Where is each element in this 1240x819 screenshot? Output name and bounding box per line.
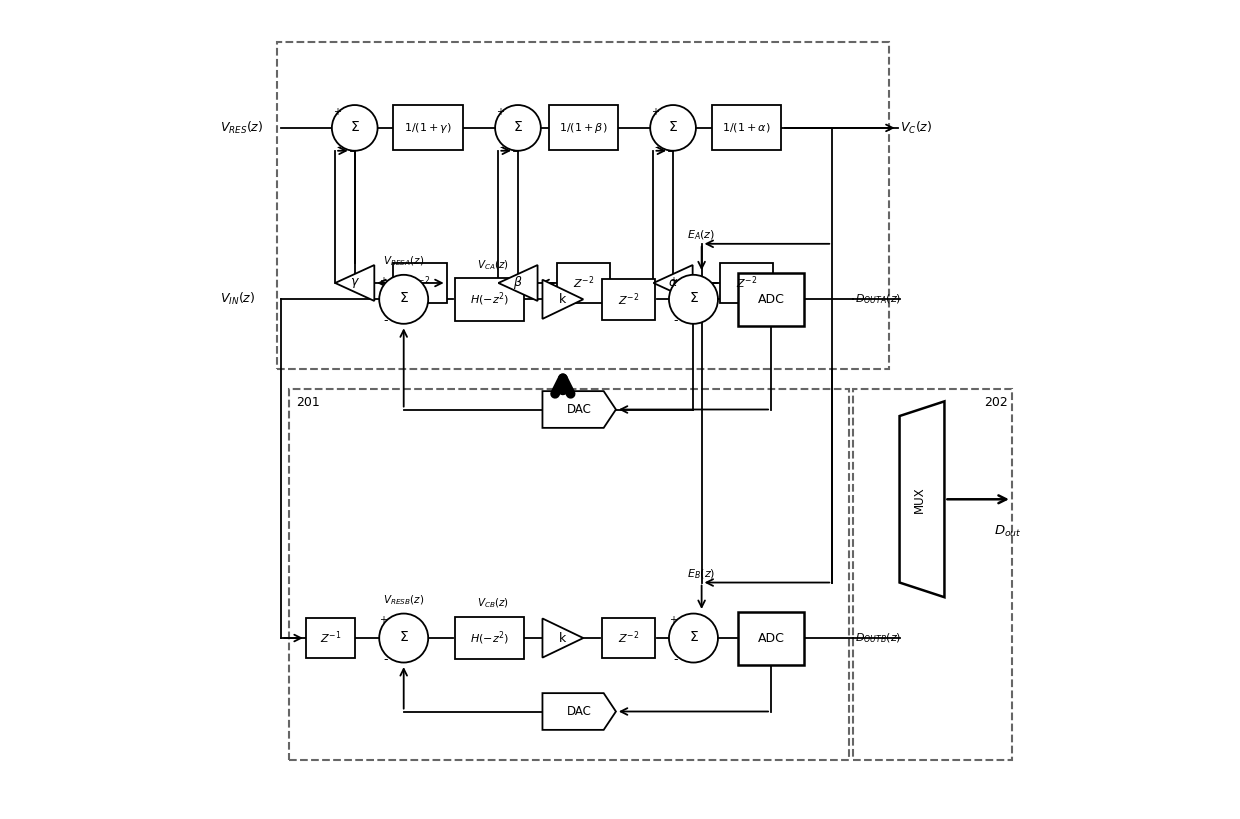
Bar <box>455 278 525 320</box>
Text: $\Sigma$: $\Sigma$ <box>668 120 678 134</box>
Text: +: + <box>379 276 387 287</box>
Text: $V_{RESA}(z)$: $V_{RESA}(z)$ <box>383 255 424 269</box>
Text: +: + <box>379 615 387 625</box>
Text: $\Sigma$: $\Sigma$ <box>688 631 698 645</box>
Text: $V_{RES}(z)$: $V_{RES}(z)$ <box>219 120 263 136</box>
Bar <box>393 263 446 303</box>
Text: ADC: ADC <box>758 631 785 645</box>
Text: +: + <box>496 106 503 116</box>
Bar <box>557 263 610 303</box>
Bar <box>289 389 848 761</box>
Text: +: + <box>332 106 341 116</box>
Text: $1/(1+\gamma)$: $1/(1+\gamma)$ <box>404 121 453 135</box>
Text: -: - <box>673 314 678 327</box>
Text: -: - <box>673 653 678 666</box>
Text: $Z^{-2}$: $Z^{-2}$ <box>735 274 758 292</box>
Polygon shape <box>653 265 693 301</box>
Text: $V_{CA}(z)$: $V_{CA}(z)$ <box>477 258 510 272</box>
Bar <box>393 106 463 151</box>
Text: -: - <box>383 314 388 327</box>
Text: $H(-z^2)$: $H(-z^2)$ <box>470 629 508 647</box>
Text: -: - <box>655 141 658 154</box>
Text: k: k <box>559 293 567 305</box>
Text: ADC: ADC <box>758 293 785 305</box>
Text: $Z^{-1}$: $Z^{-1}$ <box>320 630 341 646</box>
Circle shape <box>650 105 696 151</box>
Polygon shape <box>335 265 374 301</box>
Text: $E_B(z)$: $E_B(z)$ <box>687 568 715 581</box>
Circle shape <box>668 613 718 663</box>
Text: $\Sigma$: $\Sigma$ <box>688 292 698 305</box>
Text: $Z^{-2}$: $Z^{-2}$ <box>409 274 430 292</box>
Circle shape <box>332 105 378 151</box>
Text: k: k <box>559 631 567 645</box>
Bar <box>738 273 804 326</box>
Text: DAC: DAC <box>567 705 591 718</box>
Text: 201: 201 <box>296 396 320 409</box>
Bar <box>720 263 773 303</box>
Text: $1/(1+\beta)$: $1/(1+\beta)$ <box>559 121 608 135</box>
Polygon shape <box>542 693 616 730</box>
Polygon shape <box>542 280 583 319</box>
Bar <box>712 106 781 151</box>
Bar <box>738 612 804 664</box>
Text: $\beta$: $\beta$ <box>513 274 523 292</box>
Bar <box>601 279 655 319</box>
Polygon shape <box>899 401 945 597</box>
Bar <box>306 618 355 658</box>
Text: $1/(1+\alpha)$: $1/(1+\alpha)$ <box>722 121 771 134</box>
Bar <box>278 43 889 369</box>
Text: $D_{out}$: $D_{out}$ <box>994 524 1022 539</box>
Text: $V_{IN}(z)$: $V_{IN}(z)$ <box>219 292 255 307</box>
Text: $D_{OUTB}(z)$: $D_{OUTB}(z)$ <box>856 631 901 645</box>
Text: MUX: MUX <box>913 486 926 513</box>
Text: -: - <box>383 653 388 666</box>
Circle shape <box>495 105 541 151</box>
Polygon shape <box>542 391 616 428</box>
Polygon shape <box>498 265 538 301</box>
Polygon shape <box>542 618 583 658</box>
Text: $Z^{-2}$: $Z^{-2}$ <box>573 274 594 292</box>
Text: $V_{RESB}(z)$: $V_{RESB}(z)$ <box>383 594 424 607</box>
Text: $Z^{-2}$: $Z^{-2}$ <box>618 291 639 308</box>
Text: 202: 202 <box>985 396 1008 409</box>
Text: $\alpha$: $\alpha$ <box>668 277 678 289</box>
Text: +: + <box>670 615 677 625</box>
Text: $\Sigma$: $\Sigma$ <box>399 292 409 305</box>
Text: $\gamma$: $\gamma$ <box>350 276 360 290</box>
Text: $\Sigma$: $\Sigma$ <box>399 631 409 645</box>
Text: DAC: DAC <box>567 403 591 416</box>
Text: $\Sigma$: $\Sigma$ <box>350 120 360 134</box>
Text: $\Sigma$: $\Sigma$ <box>513 120 523 134</box>
Text: -: - <box>500 141 503 154</box>
Circle shape <box>668 275 718 324</box>
Text: $Z^{-2}$: $Z^{-2}$ <box>618 630 639 646</box>
Text: $H(-z^2)$: $H(-z^2)$ <box>470 291 508 308</box>
Text: +: + <box>670 276 677 287</box>
Bar <box>601 618 655 658</box>
Text: -: - <box>336 141 341 154</box>
Bar <box>853 389 1012 761</box>
Text: +: + <box>651 106 660 116</box>
Text: $V_{CB}(z)$: $V_{CB}(z)$ <box>477 597 510 610</box>
Bar <box>548 106 618 151</box>
Text: $V_C(z)$: $V_C(z)$ <box>900 120 932 136</box>
Text: $D_{OUTA}(z)$: $D_{OUTA}(z)$ <box>856 292 901 306</box>
Circle shape <box>379 275 428 324</box>
Bar <box>455 617 525 659</box>
Circle shape <box>379 613 428 663</box>
Text: $E_A(z)$: $E_A(z)$ <box>687 229 715 242</box>
